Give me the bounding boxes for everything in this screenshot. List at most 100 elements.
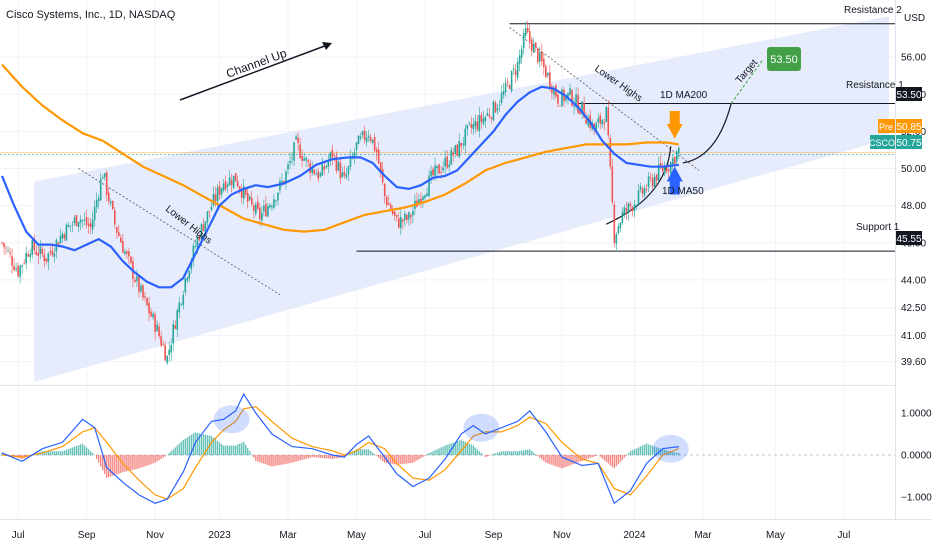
candle-body xyxy=(138,275,140,292)
candle-body xyxy=(19,265,21,278)
macd-histogram-bar xyxy=(174,447,176,456)
macd-histogram-bar xyxy=(186,437,189,456)
candle-body xyxy=(146,297,148,306)
macd-histogram-bar xyxy=(228,445,231,456)
macd-histogram-bar xyxy=(549,455,551,465)
candle-body xyxy=(301,156,303,161)
candle-body xyxy=(174,325,177,329)
macd-tick-label: 1.0000 xyxy=(901,409,932,420)
macd-histogram-bar xyxy=(577,455,579,463)
candle-body xyxy=(468,122,471,124)
macd-histogram-bar xyxy=(605,455,607,462)
macd-histogram-bar xyxy=(176,445,178,456)
macd-histogram-bar xyxy=(355,449,358,456)
candle-body xyxy=(575,94,577,105)
candle-body xyxy=(480,114,483,122)
candle-body xyxy=(13,265,15,270)
candle-body xyxy=(398,218,400,228)
macd-histogram-bar xyxy=(53,451,56,456)
macd-histogram-bar xyxy=(641,445,644,456)
macd-histogram-bar xyxy=(124,455,126,472)
candle-body xyxy=(111,200,114,209)
candle-body xyxy=(412,210,414,216)
macd-histogram-bar xyxy=(607,455,609,464)
macd-histogram-bar xyxy=(164,455,166,457)
candle-body xyxy=(41,248,44,254)
candle-body xyxy=(428,175,430,196)
macd-histogram-bar xyxy=(204,434,207,456)
candle-body xyxy=(200,224,203,239)
target-value: 53.50 xyxy=(770,54,798,66)
macd-histogram-bar xyxy=(377,455,380,458)
macd-histogram-bar xyxy=(353,450,356,456)
candle-body xyxy=(299,144,301,158)
candle-body xyxy=(454,145,457,154)
macd-histogram-bar xyxy=(51,451,54,456)
candle-body xyxy=(21,265,23,267)
resistance-1-tag-value: 53.50 xyxy=(896,90,921,101)
candle-body xyxy=(128,251,130,257)
macd-histogram-bar xyxy=(653,446,656,456)
macd-histogram-bar xyxy=(365,449,368,456)
candle-body xyxy=(17,265,19,277)
macd-histogram-bar xyxy=(661,449,664,456)
candle-body xyxy=(99,178,102,201)
macd-histogram-bar xyxy=(303,455,305,460)
macd-histogram-bar xyxy=(414,455,416,462)
macd-histogram-bar xyxy=(535,454,537,456)
csco-tag-label: CSCO xyxy=(869,138,895,148)
candle-body xyxy=(557,94,559,104)
macd-histogram-bar xyxy=(518,450,521,456)
macd-histogram-bar xyxy=(55,451,58,456)
macd-histogram-bar xyxy=(637,447,640,456)
candlesticks xyxy=(1,20,680,366)
macd-histogram-bar xyxy=(102,455,104,471)
macd-histogram-bar xyxy=(156,455,158,462)
macd-histogram-bar xyxy=(635,448,638,456)
ma50-label: 1D MA50 xyxy=(662,186,704,197)
candle-body xyxy=(222,183,225,191)
candle-body xyxy=(140,285,142,292)
candle-body xyxy=(204,221,207,233)
candle-body xyxy=(635,205,638,207)
candle-body xyxy=(261,212,263,221)
candle-body xyxy=(460,142,463,147)
macd-histogram-bar xyxy=(329,455,332,459)
candle-body xyxy=(410,214,412,218)
candle-body xyxy=(541,51,543,62)
macd-histogram-bar xyxy=(379,455,382,460)
time-tick-label: Jul xyxy=(838,530,851,541)
candle-body xyxy=(297,137,299,144)
candle-body xyxy=(11,256,13,266)
macd-histogram-bar xyxy=(561,455,563,469)
macd-histogram-bar xyxy=(422,455,424,457)
macd-histogram-bar xyxy=(647,444,650,456)
price-tick-label: 41.00 xyxy=(901,331,926,342)
macd-histogram-bar xyxy=(442,446,444,456)
candle-body xyxy=(3,242,5,248)
macd-axis[interactable]: 1.0000 0.0000 −1.0000 xyxy=(901,409,932,504)
macd-histogram-bar xyxy=(643,444,646,456)
macd-histogram-bar xyxy=(674,452,676,456)
macd-histogram-bar xyxy=(400,455,402,465)
macd-histogram-bar xyxy=(108,455,110,478)
candle-body xyxy=(530,39,533,52)
candle-body xyxy=(484,116,487,122)
macd-histogram-bar xyxy=(551,455,553,465)
projection-curve xyxy=(682,103,732,164)
candle-body xyxy=(265,204,267,217)
candle-body xyxy=(317,171,320,179)
candle-body xyxy=(462,143,465,145)
macd-histogram-bar xyxy=(89,451,92,456)
time-tick-label: Sep xyxy=(485,530,503,541)
candle-body xyxy=(281,180,283,183)
candle-body xyxy=(486,113,489,116)
candle-body xyxy=(345,174,348,178)
candle-body xyxy=(381,169,384,183)
candle-body xyxy=(408,212,410,220)
candle-body xyxy=(188,270,191,279)
macd-histogram-bar xyxy=(678,453,680,456)
candle-body xyxy=(184,278,187,293)
macd-histogram-bar xyxy=(59,451,62,456)
time-axis[interactable]: Jul Sep Nov 2023 Mar May Jul Sep Nov 2024 Mar May Ju… xyxy=(12,530,851,541)
